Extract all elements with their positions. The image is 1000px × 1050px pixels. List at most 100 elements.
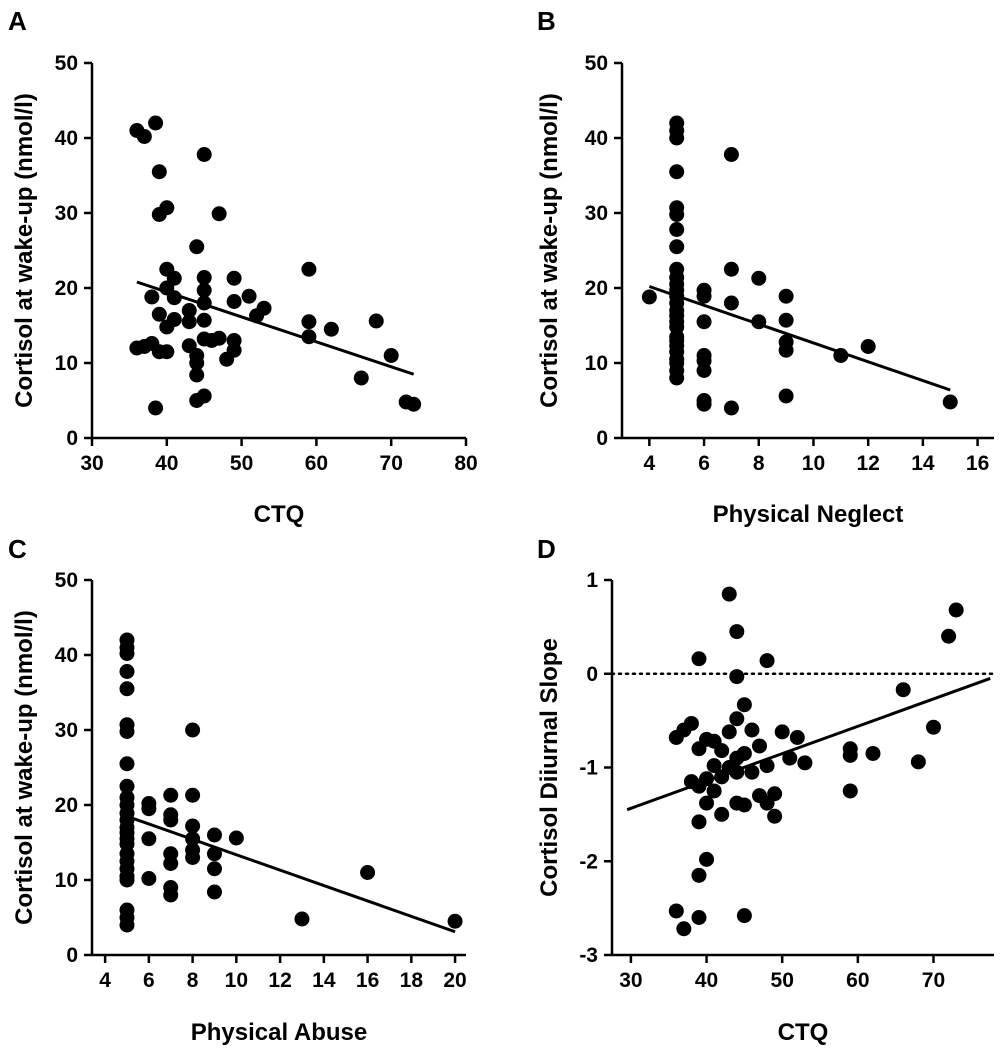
panel-a-y-tick-label: 30 bbox=[55, 202, 78, 225]
panel-b-x-tick-label: 12 bbox=[856, 452, 879, 475]
panel-d-data-point bbox=[691, 651, 707, 667]
panel-d-data-point bbox=[797, 755, 813, 771]
panel-c-x-tick-label: 4 bbox=[99, 969, 111, 992]
panel-d-data-point bbox=[721, 724, 737, 740]
panel-a-data-point bbox=[181, 303, 197, 318]
panel-c-y-tick-label: 40 bbox=[55, 644, 78, 667]
panel-a-data-point bbox=[196, 147, 212, 162]
panel-a-data-point bbox=[226, 270, 242, 286]
panel-c-y-tick-label: 0 bbox=[66, 944, 78, 967]
panel-b-data-point bbox=[669, 370, 685, 386]
panel-b-y-tick-label: 50 bbox=[585, 52, 608, 75]
panel-a-data-point bbox=[241, 288, 257, 304]
panel-b-data-point bbox=[723, 400, 739, 416]
panel-a-data-point bbox=[219, 351, 235, 367]
panel-a-data-point bbox=[189, 367, 205, 383]
panel-d-data-point bbox=[759, 795, 775, 811]
panel-c-x-tick-label: 14 bbox=[312, 969, 336, 992]
panel-c-data-point bbox=[141, 871, 157, 886]
panel-a-x-axis-label: CTQ bbox=[254, 501, 305, 528]
panel-c-x-tick-label: 10 bbox=[225, 969, 248, 992]
panel-a-data-point bbox=[151, 344, 167, 360]
panel-a-data-point bbox=[196, 388, 212, 404]
panel-b-x-tick-label: 14 bbox=[911, 452, 935, 475]
panel-a-data-point bbox=[166, 290, 182, 306]
panel-a-regression-line bbox=[136, 280, 415, 376]
panel-b-data-point bbox=[751, 270, 767, 286]
panel-d-data-point bbox=[759, 758, 775, 774]
panel-b-data-point bbox=[860, 339, 876, 354]
panel-c-data-point bbox=[294, 911, 310, 927]
panel-d-data-point bbox=[752, 738, 768, 754]
panel-d-data-point bbox=[706, 758, 722, 774]
panel-d-data-point bbox=[865, 745, 881, 761]
panel-b-data-point bbox=[723, 295, 739, 311]
panel-d-data-point bbox=[691, 778, 707, 794]
panel-a-y-tick-label: 20 bbox=[55, 277, 78, 300]
panel-d-data-point bbox=[699, 851, 715, 867]
panel-c-data-point bbox=[119, 778, 135, 794]
panel-b-y-tick-label: 0 bbox=[596, 427, 608, 450]
panel-c-data-point bbox=[360, 865, 376, 880]
panel-a-data-point bbox=[144, 289, 160, 305]
panel-d-letter: D bbox=[537, 534, 556, 564]
panel-c-data-point bbox=[119, 872, 135, 888]
panel-d-data-point bbox=[948, 602, 964, 618]
panel-a-y-tick-label: 10 bbox=[55, 352, 78, 375]
panel-b-x-tick-label: 10 bbox=[802, 452, 825, 475]
panel-c-data-point bbox=[119, 664, 135, 679]
panel-d-data-point bbox=[721, 586, 737, 602]
panel-c-data-point bbox=[163, 887, 179, 903]
panel-d-data-point bbox=[676, 921, 692, 937]
panel-d-data-point bbox=[699, 795, 715, 811]
panel-d-data-point bbox=[789, 730, 805, 745]
panel-a-y-tick-label: 40 bbox=[55, 127, 78, 150]
panel-c-x-tick-label: 20 bbox=[443, 969, 466, 992]
panel-d-data-point bbox=[668, 730, 684, 745]
panel-b-data-point bbox=[942, 394, 958, 410]
panel-a-data-point bbox=[189, 239, 205, 255]
panel-c-data-point bbox=[119, 681, 135, 697]
panel-a-data-point bbox=[406, 396, 422, 412]
panel-d-data-point bbox=[729, 711, 745, 727]
panel-b-regression-line bbox=[648, 285, 951, 392]
panel-b-x-tick-label: 16 bbox=[966, 452, 989, 475]
panel-c-data-point bbox=[119, 917, 135, 933]
panel-c-data-point bbox=[119, 646, 135, 661]
panel-a-data-point bbox=[148, 115, 164, 131]
panel-b-y-tick-label: 40 bbox=[585, 127, 608, 150]
panel-a-data-point bbox=[189, 355, 205, 371]
panel-a-data-point bbox=[159, 200, 175, 216]
panel-d-data-point bbox=[736, 797, 752, 813]
panel-c-y-tick-label: 50 bbox=[55, 569, 78, 592]
panel-d-data-point bbox=[729, 764, 745, 780]
panel-b-data-point bbox=[696, 396, 712, 412]
panel-a-data-point bbox=[159, 319, 175, 335]
panel-c-data-point bbox=[206, 846, 222, 862]
panel-a-letter: A bbox=[8, 6, 27, 36]
panel-c-data-point bbox=[206, 827, 222, 843]
panel-a-x-tick-label: 40 bbox=[155, 452, 178, 475]
panel-b-data-point bbox=[669, 239, 685, 255]
panel-c-data-point bbox=[141, 831, 157, 847]
panel-a-data-point bbox=[226, 294, 242, 309]
panel-a-data-point bbox=[301, 329, 317, 345]
panel-a-data-point bbox=[353, 370, 369, 386]
panel-c-letter: C bbox=[8, 534, 27, 564]
panel-c-data-point bbox=[163, 787, 179, 803]
panel-a-data-point bbox=[383, 348, 399, 363]
panel-d-data-point bbox=[744, 764, 760, 780]
panel-b-y-tick-label: 30 bbox=[585, 202, 608, 225]
panel-b-letter: B bbox=[537, 6, 556, 36]
panel-a-data-point bbox=[301, 314, 317, 330]
panel-d-regression-line bbox=[626, 677, 991, 812]
panel-d-y-tick-label: -3 bbox=[579, 944, 598, 967]
panel-c-data-point bbox=[119, 724, 135, 739]
panel-c-data-point bbox=[206, 884, 222, 900]
panel-d-data-point bbox=[706, 783, 722, 799]
panel-d-data-point bbox=[691, 910, 707, 925]
panel-a-data-point bbox=[196, 312, 212, 328]
panel-c-regression-line bbox=[126, 814, 456, 934]
panel-d-data-point bbox=[759, 653, 775, 669]
